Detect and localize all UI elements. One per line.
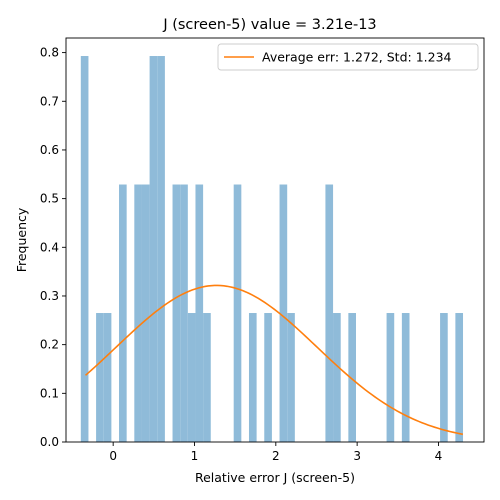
y-axis-label: Frequency: [14, 207, 29, 272]
histogram-bar-11: [195, 184, 204, 442]
histogram-bar-16: [279, 184, 288, 442]
y-tick-label: 0.2: [40, 338, 59, 352]
histogram-bar-15: [264, 313, 272, 442]
histogram-bar-5: [141, 184, 150, 442]
chart-title: J (screen-5) value = 3.21e-13: [162, 17, 376, 33]
histogram-bar-14: [248, 313, 257, 442]
y-tick-label: 0.8: [40, 46, 59, 60]
histogram-bar-22: [401, 313, 410, 442]
histogram-bar-4: [134, 184, 142, 442]
histogram-bar-13: [233, 184, 242, 442]
histogram-bar-21: [386, 313, 395, 442]
y-axis-ticks: 0.0 0.1 0.2 0.3 0.4 0.5 0.6 0.7 0.8: [40, 46, 66, 449]
y-tick-label: 0.5: [40, 192, 59, 206]
histogram-bar-3: [119, 184, 127, 442]
x-tick-label: 1: [191, 449, 199, 463]
legend-entry-fit: Average err: 1.272, Std: 1.234: [262, 50, 452, 65]
histogram-bar-2: [103, 313, 112, 442]
histogram-bar-8: [172, 184, 181, 442]
y-tick-label: 0.4: [40, 240, 59, 254]
y-tick-label: 0.7: [40, 94, 59, 108]
histogram-bar-0: [80, 56, 89, 442]
legend: Average err: 1.272, Std: 1.234: [217, 43, 479, 71]
y-tick-label: 0.0: [40, 435, 59, 449]
histogram-bar-7: [157, 56, 165, 442]
histogram-bar-1: [96, 313, 104, 442]
x-axis-ticks: 0 1 2 3 4: [109, 442, 442, 463]
x-axis-label: Relative error J (screen-5): [195, 470, 355, 485]
histogram-bar-20: [348, 313, 356, 442]
x-tick-label: 2: [272, 449, 280, 463]
histogram-bar-12: [203, 313, 211, 442]
fit-curve: [84, 284, 464, 436]
x-tick-label: 4: [435, 449, 443, 463]
histogram-bar-9: [180, 184, 188, 442]
histogram-bar-17: [287, 313, 295, 442]
y-tick-label: 0.6: [40, 143, 59, 157]
plot-frame: [65, 37, 485, 443]
histogram-bars: [80, 56, 464, 442]
y-tick-label: 0.1: [40, 386, 59, 400]
histogram-bar-19: [333, 313, 341, 442]
x-tick-label: 3: [353, 449, 361, 463]
legend-box: [217, 43, 479, 71]
histogram-bar-24: [455, 313, 464, 442]
histogram-bar-23: [440, 313, 448, 442]
histogram-bar-10: [187, 313, 196, 442]
y-tick-label: 0.3: [40, 289, 59, 303]
histogram-bar-18: [325, 184, 334, 442]
x-tick-label: 0: [109, 449, 117, 463]
histogram-bar-6: [149, 56, 158, 442]
